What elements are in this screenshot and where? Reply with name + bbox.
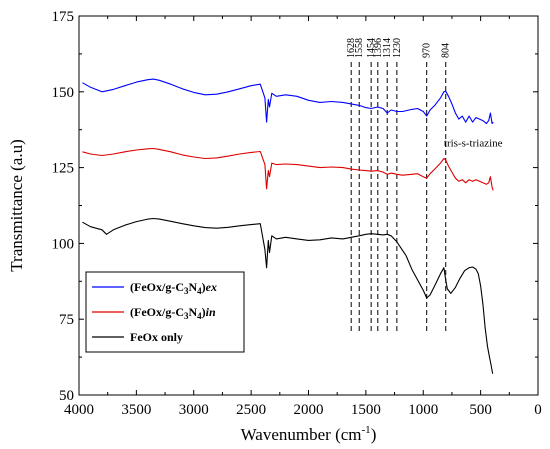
x-axis-title: Wavenumber (cm-1) (241, 424, 377, 444)
y-tick-label: 100 (52, 236, 75, 252)
y-tick-label: 125 (52, 161, 75, 177)
series-line-2 (82, 217, 494, 374)
x-tick-label: 0 (534, 402, 542, 418)
x-tick-label: 3500 (121, 402, 151, 418)
legend-label-1: (FeOx/g-C3N4)in (130, 305, 216, 321)
peak-label-970: 970 (422, 43, 433, 58)
legend-label-0: (FeOx/g-C3N4)ex (130, 280, 217, 296)
y-tick-label: 50 (59, 388, 74, 404)
tris-s-triazine-annotation: tris-s-triazine (444, 137, 503, 149)
x-tick-label: 1000 (408, 402, 438, 418)
series-line-0 (82, 78, 494, 125)
peak-label-1396: 1396 (373, 38, 384, 58)
series-line-1 (82, 147, 494, 191)
y-axis-title: Transmittance (a.u) (7, 139, 26, 272)
y-axis: 50 75 100 125 150 175 (52, 9, 538, 404)
peak-label-1314: 1314 (382, 38, 393, 58)
x-axis-title-main: Wavenumber (cm (241, 425, 362, 444)
peak-label-1628: 1628 (346, 38, 357, 58)
series-lines (82, 78, 494, 374)
x-axis: 4000 3500 3000 2500 2000 1500 1000 500 0 (64, 16, 542, 418)
x-axis-title-sup: -1 (362, 424, 371, 436)
legend: (FeOx/g-C3N4)ex (FeOx/g-C3N4)in FeOx only (85, 271, 245, 353)
peak-label-1558: 1558 (354, 38, 365, 58)
y-tick-label: 75 (59, 312, 74, 328)
y-tick-label: 175 (52, 9, 75, 25)
peak-label-1230: 1230 (392, 38, 403, 58)
x-tick-label: 1500 (351, 402, 381, 418)
legend-label-2: FeOx only (130, 330, 183, 344)
x-tick-label: 4000 (64, 402, 94, 418)
y-tick-label: 150 (52, 85, 75, 101)
peak-label-1454: 1454 (366, 38, 377, 58)
x-axis-title-close: ) (371, 425, 377, 444)
x-tick-label: 500 (469, 402, 492, 418)
peak-label-804: 804 (441, 43, 452, 58)
x-tick-label: 2500 (236, 402, 266, 418)
y-axis-title-text: Transmittance (a.u) (7, 139, 26, 272)
x-tick-label: 2000 (294, 402, 324, 418)
x-tick-label: 3000 (179, 402, 209, 418)
